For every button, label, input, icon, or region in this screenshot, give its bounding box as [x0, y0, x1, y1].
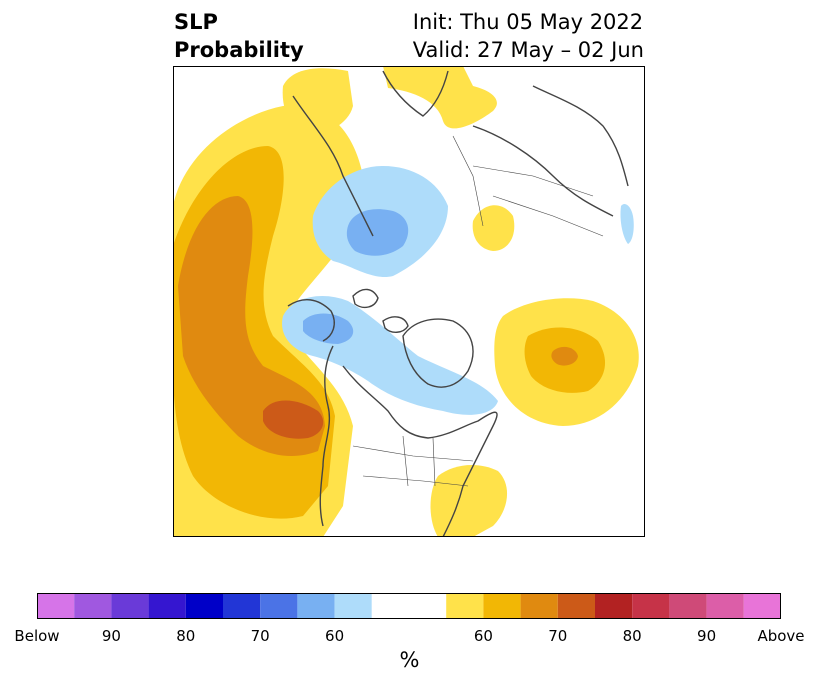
borders [352, 135, 604, 487]
colorbar-tick-label: Below [14, 627, 60, 645]
colorbar-tick-label: 80 [176, 627, 196, 645]
colorbar-above-segment [446, 593, 484, 619]
colorbar-above-segment [557, 593, 595, 619]
colorbar-tick-label: Above [757, 627, 805, 645]
colorbar-above-segment [706, 593, 744, 619]
colorbar-tick-label: 70 [548, 627, 568, 645]
init-date: Init: Thu 05 May 2022 [412, 10, 644, 34]
colorbar-neutral-segment [371, 593, 447, 619]
colorbar-tick-label: 90 [101, 627, 121, 645]
colorbar-unit: % [399, 648, 420, 672]
pacific-above-75 [263, 400, 324, 439]
title-line-2: Probability [174, 38, 304, 62]
map-title: SLP Probability [174, 8, 304, 64]
colorbar-tick-label: 90 [697, 627, 717, 645]
colorbar-below-segment [223, 593, 261, 619]
colorbar-tick-label: 60 [325, 627, 345, 645]
colorbar-above-segment [520, 593, 558, 619]
valid-range: Valid: 27 May – 02 Jun [412, 38, 644, 62]
arctic-canada-below-65 [303, 313, 354, 344]
colorbar-below-segment [37, 593, 75, 619]
title-line-1: SLP [174, 10, 218, 34]
central-asia-above-60 [472, 205, 515, 251]
colorbar-below-segment [334, 593, 372, 619]
colorbar-below-segment [111, 593, 149, 619]
colorbar-below-segment [260, 593, 298, 619]
colorbar [37, 593, 781, 619]
colorbar-below-segment [74, 593, 112, 619]
map-border [173, 66, 645, 537]
coastlines [287, 70, 629, 537]
colorbar-above-segment [743, 593, 781, 619]
europe-above-60 [282, 68, 353, 136]
colorbar-above-segment [669, 593, 707, 619]
colorbar-below-segment [148, 593, 186, 619]
east-asia-below-60 [620, 204, 634, 244]
siberia-below-65 [346, 209, 409, 256]
probability-map [173, 66, 645, 537]
colorbar-above-segment [483, 593, 521, 619]
colorbar-above-segment [595, 593, 633, 619]
colorbar-below-segment [185, 593, 223, 619]
us-east-above-60 [430, 464, 508, 537]
atlantic-above-70 [551, 346, 578, 366]
date-info: Init: Thu 05 May 2022 Valid: 27 May – 02… [413, 8, 644, 64]
colorbar-tick-label: 60 [473, 627, 493, 645]
colorbar-below-segment [297, 593, 335, 619]
colorbar-above-segment [632, 593, 670, 619]
colorbar-border [37, 593, 781, 619]
arctic-siberia-above-60 [383, 66, 497, 129]
colorbar-ticks: Below 90 80 70 60 60 70 80 90 Above [0, 627, 819, 647]
colorbar-tick-label: 70 [250, 627, 270, 645]
pacific-above-70 [178, 196, 325, 456]
colorbar-tick-label: 80 [622, 627, 642, 645]
